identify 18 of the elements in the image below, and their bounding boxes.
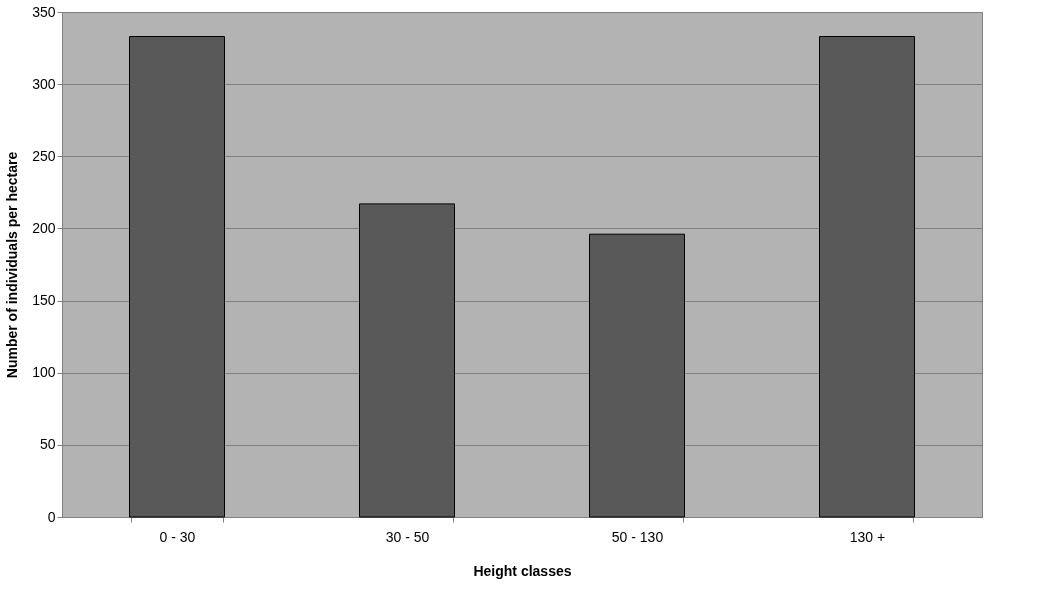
y-tick-label: 200 [32, 219, 56, 236]
y-tick-label: 150 [32, 292, 56, 309]
y-axis-title: Number of individuals per hectare [4, 151, 21, 379]
bar [359, 203, 455, 518]
x-tick-label: 30 - 50 [385, 528, 430, 545]
y-tick-label: 0 [47, 508, 56, 525]
x-tick-label: 130 + [849, 528, 886, 545]
y-tick-label: 300 [32, 75, 56, 92]
y-tick-label: 250 [32, 147, 56, 164]
x-tick-label: 0 - 30 [159, 528, 196, 545]
y-tick-label: 100 [32, 364, 56, 381]
bar [819, 36, 915, 518]
x-axis-title: Height classes [473, 562, 572, 579]
y-tick-label: 350 [32, 3, 56, 20]
bar [589, 233, 685, 518]
x-tick-label: 50 - 130 [611, 528, 664, 545]
y-tick-label: 50 [39, 436, 56, 453]
bar [129, 36, 225, 518]
